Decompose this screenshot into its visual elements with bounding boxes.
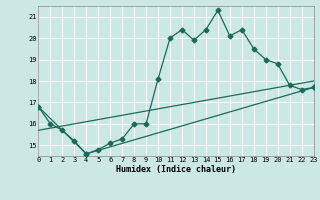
X-axis label: Humidex (Indice chaleur): Humidex (Indice chaleur) <box>116 165 236 174</box>
